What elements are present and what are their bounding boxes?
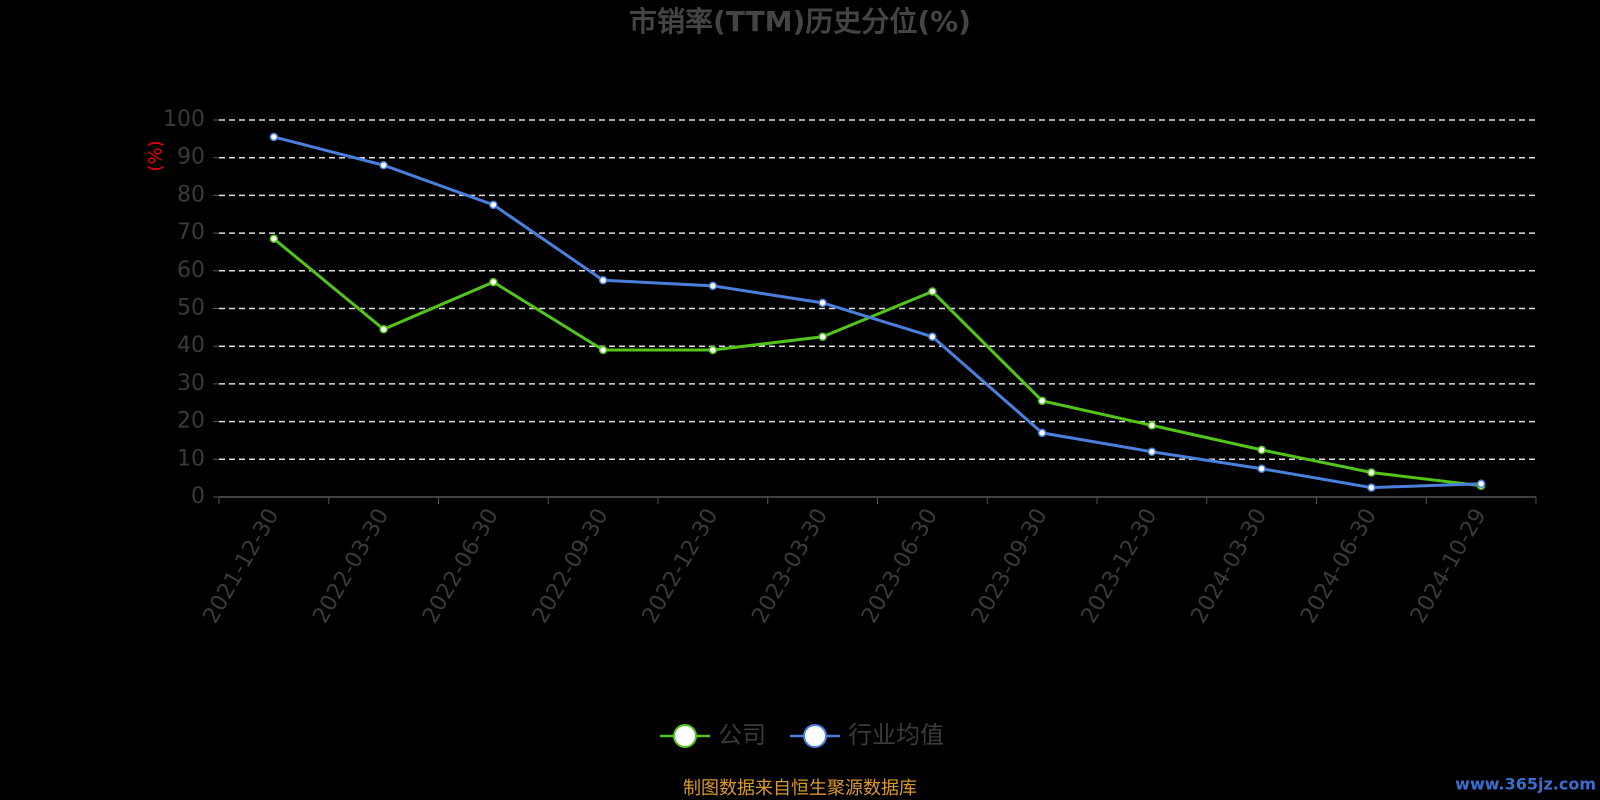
source-note: 制图数据来自恒生聚源数据库 [683, 778, 917, 799]
data-point [1037, 428, 1047, 438]
legend-label[interactable]: 行业均值 [848, 721, 944, 749]
legend-label[interactable]: 公司 [718, 721, 766, 749]
y-tick-label: 100 [163, 107, 205, 132]
y-tick-label: 20 [177, 409, 205, 434]
data-point [928, 287, 937, 296]
y-tick-label: 60 [177, 258, 205, 283]
data-point [1257, 445, 1266, 455]
watermark: www.365jz.com [1455, 775, 1596, 794]
chart-title: 市销率(TTM)历史分位(%) [629, 5, 971, 38]
data-point [818, 332, 827, 342]
legend-marker[interactable] [803, 724, 827, 748]
y-tick-label: 40 [177, 333, 205, 358]
y-tick-label: 10 [177, 446, 205, 471]
data-point [708, 345, 718, 355]
data-point [1367, 483, 1376, 492]
data-point [489, 277, 498, 287]
data-point [1147, 421, 1157, 430]
data-point [1476, 479, 1486, 489]
data-point [1037, 396, 1047, 406]
data-point [928, 332, 937, 342]
y-axis-label: (%) [145, 140, 166, 171]
data-point [489, 200, 498, 210]
data-point [1147, 447, 1157, 457]
data-point [818, 298, 827, 308]
data-point [379, 160, 388, 170]
y-tick-label: 30 [177, 371, 205, 396]
series-line [273, 135, 1482, 490]
y-tick-label: 90 [177, 145, 205, 170]
legend-marker[interactable] [673, 724, 697, 748]
data-point [269, 234, 279, 244]
data-point [269, 132, 279, 142]
y-tick-label: 70 [177, 220, 205, 245]
y-tick-label: 0 [191, 484, 205, 509]
data-point [379, 324, 388, 334]
series-line [272, 237, 1482, 488]
data-point [598, 275, 608, 285]
data-point [708, 281, 718, 291]
y-tick-label: 80 [177, 182, 205, 207]
data-point [598, 345, 608, 355]
y-tick-label: 50 [177, 296, 205, 321]
data-point [1257, 464, 1266, 473]
data-point [1367, 468, 1376, 477]
